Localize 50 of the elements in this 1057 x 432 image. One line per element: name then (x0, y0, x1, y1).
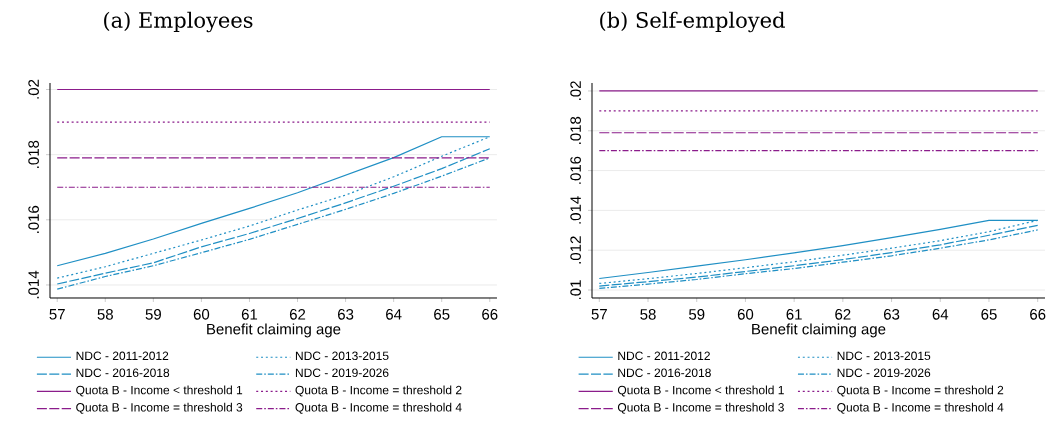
legend-label: Quota B - Income < threshold 1 (617, 385, 784, 397)
x-tick-label: 63 (883, 309, 900, 320)
legend-label: NDC - 2016-2018 (618, 368, 711, 378)
x-tick-label: 57 (591, 309, 607, 320)
y-tick-label: .016 (570, 156, 581, 184)
x-tick-label: 62 (289, 309, 306, 320)
y-tick-label: .018 (570, 116, 581, 144)
x-tick-label: 61 (241, 309, 258, 320)
legend-label: Quota B - Income = threshold 2 (837, 385, 1004, 397)
x-tick-label: 59 (688, 309, 705, 320)
x-tick-label: 61 (786, 309, 802, 320)
x-tick-label: 62 (835, 309, 851, 320)
legend-label: Quota B - Income = threshold 4 (837, 402, 1004, 414)
chart-title: (a) Employees (104, 11, 253, 33)
y-tick-label: .012 (570, 236, 581, 264)
x-tick-label: 64 (932, 309, 949, 320)
y-tick-label: .018 (28, 140, 39, 168)
legend-label: NDC - 2011-2012 (618, 351, 710, 361)
legend-label: NDC - 2016-2018 (76, 368, 170, 378)
legend-label: NDC - 2019-2026 (295, 368, 389, 378)
y-tick-label: .02 (570, 81, 581, 100)
y-tick-label: .016 (28, 205, 39, 234)
x-axis-title: Benefit claiming age (752, 323, 886, 338)
x-tick-label: 58 (97, 309, 113, 320)
x-tick-label: 64 (386, 309, 402, 320)
x-tick-label: 58 (640, 309, 656, 320)
y-tick-label: .014 (570, 196, 581, 224)
x-tick-label: 65 (981, 309, 997, 320)
x-tick-label: 63 (338, 309, 354, 320)
legend-label: NDC - 2013-2015 (837, 351, 931, 361)
legend-label: Quota B - Income = threshold 4 (295, 402, 462, 414)
legend-label: Quota B - Income = threshold 3 (617, 402, 784, 414)
x-tick-label: 66 (482, 309, 498, 320)
legend-label: Quota B - Income < threshold 1 (76, 385, 243, 397)
legend-label: Quota B - Income = threshold 2 (295, 385, 462, 397)
y-tick-label: .02 (28, 79, 39, 99)
y-tick-label: .014 (28, 270, 39, 299)
x-axis-title: Benefit claiming age (207, 323, 341, 338)
chart-title: (b) Self-employed (600, 11, 785, 33)
x-tick-label: 57 (49, 309, 65, 320)
x-tick-label: 60 (737, 309, 754, 320)
y-tick-label: .01 (570, 280, 581, 300)
x-tick-label: 60 (193, 309, 210, 320)
legend-label: NDC - 2019-2026 (837, 368, 931, 378)
x-tick-label: 65 (434, 309, 450, 320)
legend-label: NDC - 2013-2015 (295, 351, 389, 361)
legend-label: Quota B - Income = threshold 3 (76, 402, 243, 414)
legend-label: NDC - 2011-2012 (76, 351, 169, 361)
x-tick-label: 66 (1030, 309, 1046, 320)
x-tick-label: 59 (145, 309, 161, 320)
